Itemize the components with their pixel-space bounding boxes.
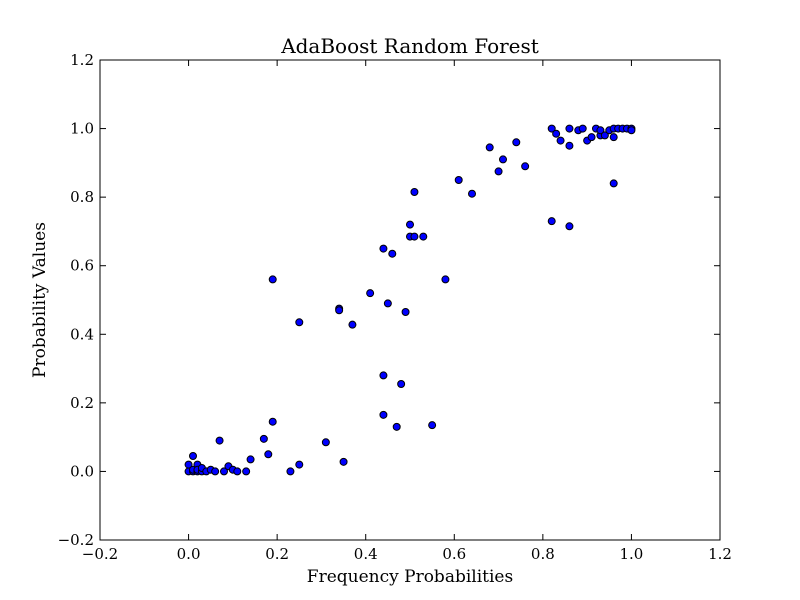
data-point bbox=[233, 467, 242, 476]
data-point bbox=[268, 275, 277, 284]
data-point bbox=[441, 275, 450, 284]
data-point bbox=[379, 244, 388, 253]
data-point bbox=[410, 188, 419, 196]
y-tick-label: 1.2 bbox=[70, 51, 94, 69]
data-point bbox=[295, 318, 304, 327]
data-point bbox=[184, 460, 193, 469]
data-point bbox=[264, 450, 273, 459]
x-tick-label: 0.6 bbox=[442, 545, 466, 563]
x-tick-label: 0.2 bbox=[265, 545, 289, 563]
data-point bbox=[609, 179, 618, 188]
data-point bbox=[189, 452, 197, 460]
data-point bbox=[419, 232, 428, 241]
data-point bbox=[499, 155, 507, 164]
data-point bbox=[587, 133, 596, 142]
points-layer bbox=[184, 124, 636, 476]
y-tick-label: 0.6 bbox=[70, 257, 94, 275]
x-tick-label: −0.2 bbox=[82, 545, 118, 563]
data-point bbox=[321, 438, 330, 447]
data-point bbox=[494, 167, 503, 176]
data-point bbox=[295, 460, 304, 469]
data-point bbox=[348, 320, 357, 329]
x-tick-label: 1.0 bbox=[619, 545, 643, 563]
data-point bbox=[242, 467, 251, 476]
data-point bbox=[286, 467, 295, 476]
x-tick-label: 0.4 bbox=[354, 545, 378, 563]
data-point bbox=[259, 434, 268, 443]
x-tick-label: 0.0 bbox=[177, 545, 201, 563]
data-point bbox=[339, 457, 348, 466]
data-point bbox=[596, 126, 605, 135]
data-point bbox=[565, 124, 574, 133]
data-point bbox=[547, 124, 556, 133]
x-tick-label: 0.8 bbox=[531, 545, 555, 563]
data-point bbox=[388, 249, 397, 258]
data-point bbox=[578, 124, 587, 133]
data-point bbox=[485, 143, 494, 152]
y-tick-label: 0.2 bbox=[70, 394, 94, 412]
data-point bbox=[428, 421, 437, 430]
data-point bbox=[410, 232, 419, 241]
data-point bbox=[211, 467, 220, 476]
data-point bbox=[220, 467, 228, 476]
plot-frame bbox=[99, 59, 721, 541]
data-point bbox=[215, 436, 224, 445]
y-axis-label: Probability Values bbox=[30, 222, 50, 378]
data-point bbox=[268, 417, 277, 426]
data-point bbox=[246, 455, 255, 464]
data-point bbox=[366, 289, 375, 298]
data-point bbox=[379, 410, 388, 419]
data-point bbox=[521, 162, 530, 171]
ticks-layer: −0.2 0.0 0.2 0.4 0.6 0.8 1.0 1.2 −0.2 0.0 0.2 0.4 0.… bbox=[58, 51, 732, 563]
data-point bbox=[406, 220, 414, 229]
data-point bbox=[552, 129, 561, 138]
data-point bbox=[556, 136, 565, 145]
data-point bbox=[397, 380, 406, 388]
chart-title: AdaBoost Random Forest bbox=[280, 34, 539, 58]
data-point bbox=[379, 371, 388, 380]
data-point bbox=[335, 306, 344, 315]
data-point bbox=[627, 126, 636, 135]
x-axis-label: Frequency Probabilities bbox=[307, 567, 513, 587]
data-point bbox=[600, 131, 609, 140]
y-tick-label: 0.4 bbox=[70, 325, 94, 343]
data-point bbox=[609, 133, 618, 142]
y-tick-label: 1.0 bbox=[70, 120, 94, 138]
data-point bbox=[392, 422, 401, 431]
data-point bbox=[565, 141, 574, 150]
data-point bbox=[547, 217, 556, 226]
data-point bbox=[383, 299, 392, 308]
data-point bbox=[512, 138, 521, 147]
y-tick-label: −0.2 bbox=[58, 531, 94, 549]
x-tick-label: 1.2 bbox=[708, 545, 732, 563]
data-point bbox=[565, 222, 574, 231]
y-tick-label: 0.0 bbox=[70, 462, 94, 480]
data-point bbox=[401, 308, 410, 316]
data-point bbox=[468, 189, 476, 198]
y-tick-label: 0.8 bbox=[70, 188, 94, 206]
data-point bbox=[454, 176, 463, 184]
